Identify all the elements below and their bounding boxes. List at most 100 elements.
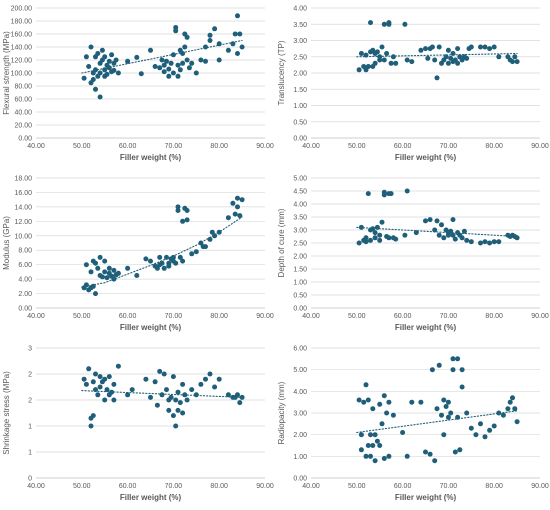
data-point <box>175 73 181 79</box>
y-tick-label: 3.00 <box>293 38 307 45</box>
data-point <box>448 410 454 416</box>
data-point <box>363 382 369 388</box>
data-point <box>452 236 458 242</box>
data-point <box>423 449 428 455</box>
data-point <box>125 58 131 64</box>
data-point <box>510 59 515 65</box>
y-tick-label: 2.00 <box>293 432 307 439</box>
data-point <box>365 397 371 403</box>
data-point <box>134 273 140 278</box>
data-point <box>436 362 442 368</box>
data-point <box>182 44 188 50</box>
data-point <box>370 226 376 232</box>
data-point <box>115 363 121 369</box>
data-point <box>104 275 110 281</box>
data-point <box>368 432 373 438</box>
data-point <box>368 453 373 459</box>
x-tick-label: 50.00 <box>73 313 91 320</box>
data-point <box>104 71 110 77</box>
data-point <box>159 260 165 266</box>
y-tick-label: 60.00 <box>14 97 32 104</box>
y-tick-label: 20.00 <box>14 123 32 130</box>
y-axis-label: Radiopacity (mm) <box>277 381 286 444</box>
data-point <box>106 58 112 64</box>
data-point <box>239 197 245 203</box>
x-tick-label: 50.00 <box>348 143 366 150</box>
data-point <box>512 54 518 60</box>
chart-flexural-strength: 0.00 20.00 40.00 60.00 80.00 100.00 120.00 140.… <box>2 6 274 163</box>
chart-radiopacity: 0.00 1.00 2.00 3.00 4.00 5.00 6.00 40.00 50.00 60… <box>277 346 549 503</box>
data-point <box>175 407 181 413</box>
data-point <box>418 399 424 405</box>
data-point <box>439 222 444 228</box>
data-point <box>445 47 451 53</box>
data-point <box>363 235 369 241</box>
data-point <box>356 67 362 73</box>
x-tick-label: 90.00 <box>531 483 549 490</box>
x-axis-label: Filler weight (%) <box>395 323 457 332</box>
data-point <box>239 394 245 400</box>
x-tick-label: 40.00 <box>27 313 45 320</box>
y-tick-label: 0 <box>28 476 32 483</box>
y-tick-label: 12.00 <box>14 219 32 226</box>
data-point <box>152 379 158 385</box>
data-point <box>423 46 428 52</box>
data-point <box>203 376 208 382</box>
x-tick-label: 80.00 <box>485 143 503 150</box>
y-tick-label: 5.00 <box>293 176 307 183</box>
data-point <box>478 421 483 427</box>
y-tick-label: 10.00 <box>14 233 32 240</box>
data-point <box>459 384 465 390</box>
data-point <box>402 21 408 27</box>
data-point <box>102 376 108 382</box>
data-point <box>161 62 167 68</box>
y-tick-label: 0.00 <box>293 306 307 313</box>
data-point <box>450 356 456 362</box>
data-point <box>459 367 465 373</box>
data-point <box>180 218 186 224</box>
data-point <box>445 232 451 238</box>
x-axis-label: Filler weight (%) <box>395 493 457 502</box>
data-point <box>468 239 474 245</box>
x-tick-label: 60.00 <box>394 313 412 320</box>
data-point <box>164 254 169 260</box>
data-point <box>225 47 231 53</box>
y-tick-label: 3.00 <box>293 411 307 418</box>
data-point <box>372 60 378 66</box>
data-point <box>161 69 167 75</box>
x-tick-label: 60.00 <box>119 143 137 150</box>
x-axis-label: Filler weight (%) <box>395 153 457 162</box>
chart-translucency: 0.00 0.50 1.00 1.50 2.00 2.50 3.00 3.50 4.00 40.0… <box>277 6 549 163</box>
data-point <box>445 60 451 66</box>
data-point <box>95 392 101 398</box>
data-point <box>404 57 410 63</box>
y-tick-label: 2 <box>28 398 32 405</box>
x-tick-label: 90.00 <box>531 143 549 150</box>
y-tick-label: 3.50 <box>293 22 307 29</box>
data-point <box>168 60 174 66</box>
data-point <box>386 235 392 241</box>
data-point <box>212 26 218 32</box>
x-tick-label: 70.00 <box>440 313 458 320</box>
y-tick-label: 1.50 <box>293 87 307 94</box>
data-point <box>237 31 243 37</box>
data-point <box>370 443 376 448</box>
data-point <box>514 59 520 65</box>
data-point <box>175 204 181 210</box>
data-point <box>358 447 364 453</box>
data-point <box>434 218 440 224</box>
data-point <box>443 54 449 60</box>
data-point <box>235 13 240 19</box>
data-point <box>180 381 186 387</box>
data-point <box>377 237 383 243</box>
data-point <box>365 443 371 448</box>
data-point <box>450 367 456 373</box>
data-point <box>381 456 387 461</box>
data-point <box>86 64 92 69</box>
data-point <box>113 57 119 63</box>
data-point <box>198 57 204 63</box>
data-point <box>81 75 87 81</box>
x-tick-label: 90.00 <box>256 483 274 490</box>
data-point <box>166 73 172 79</box>
data-point <box>500 412 506 418</box>
